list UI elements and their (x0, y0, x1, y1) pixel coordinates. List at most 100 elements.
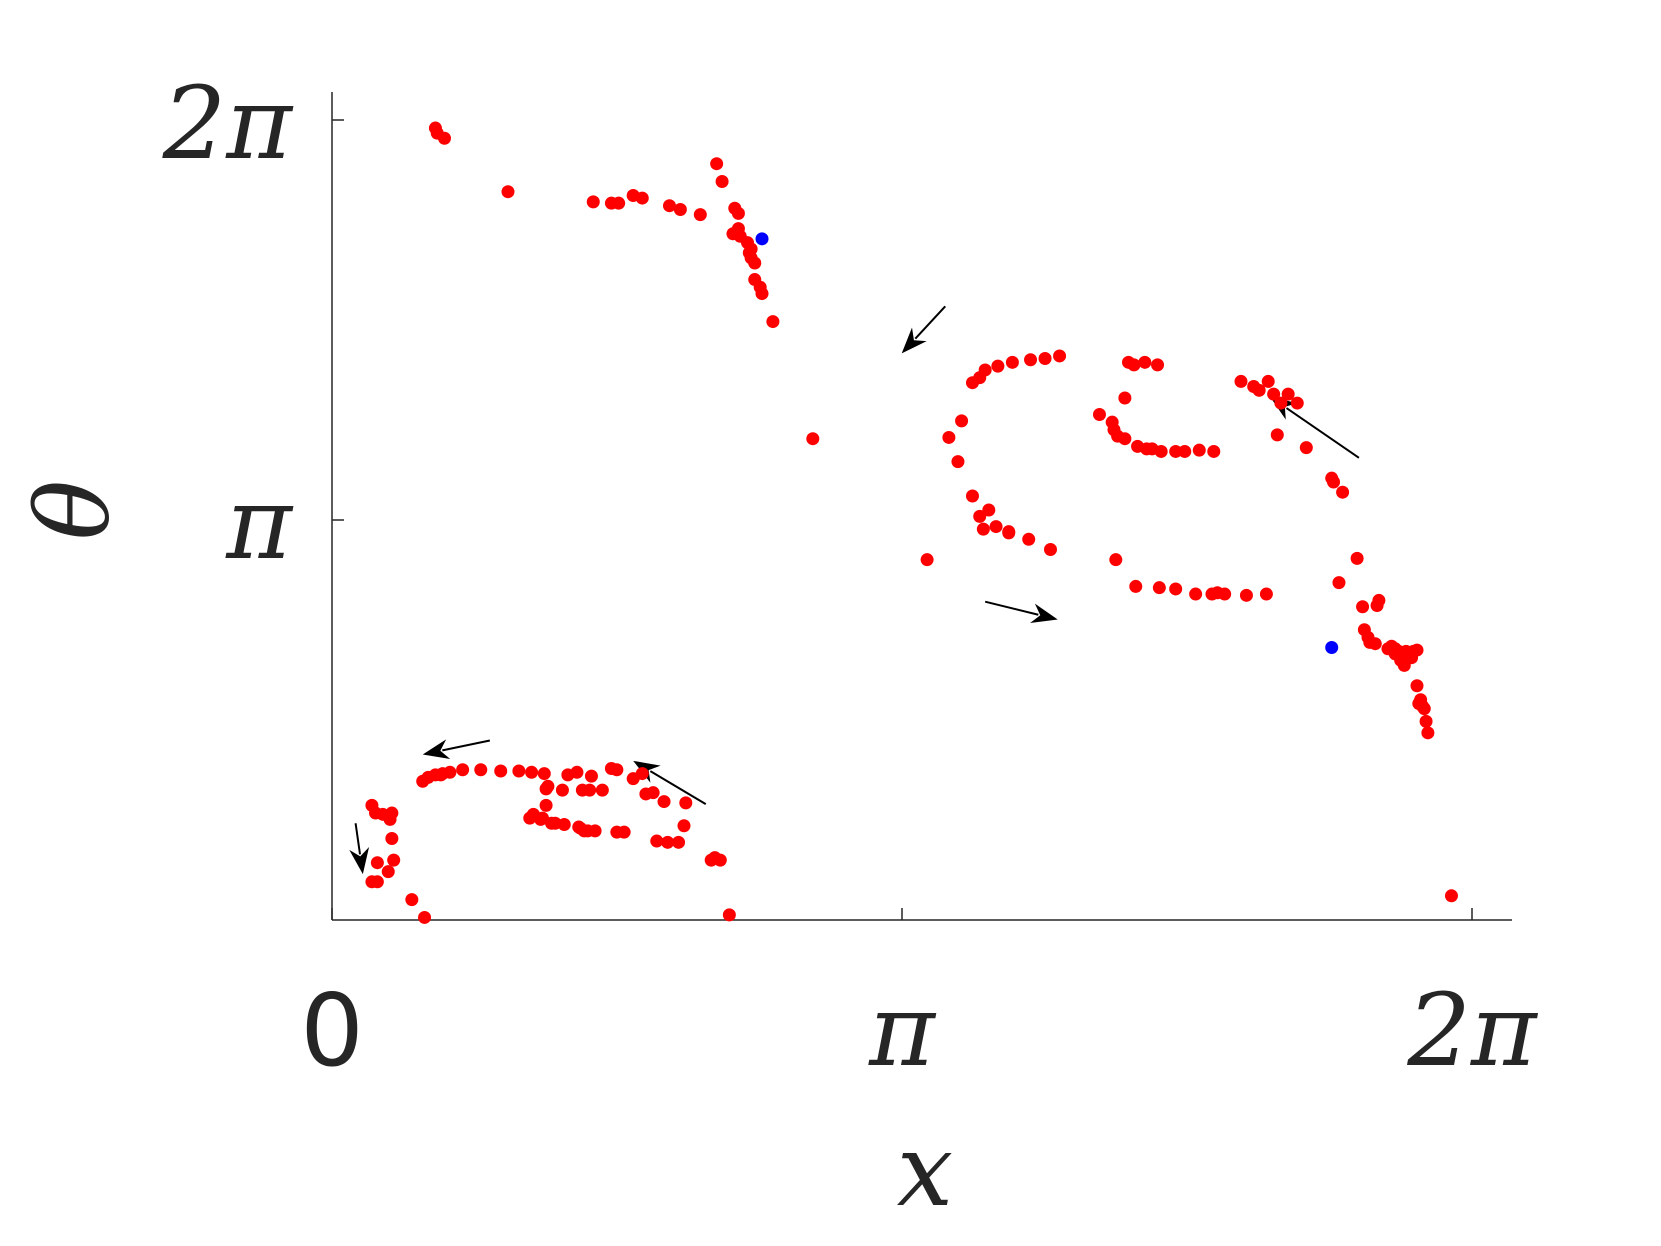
red-data-point (588, 824, 602, 838)
arrow-shaft (442, 739, 491, 752)
red-data-point (1259, 587, 1273, 601)
red-data-point (539, 798, 553, 812)
red-data-point (501, 185, 515, 199)
x-tick-label: π (868, 972, 937, 1089)
red-data-point (1192, 443, 1206, 457)
red-data-point (1444, 889, 1458, 903)
red-data-point (677, 819, 691, 833)
red-data-point (555, 783, 569, 797)
red-data-point (920, 553, 934, 567)
arrow-shaft (354, 823, 362, 855)
red-data-point (1410, 679, 1424, 693)
red-data-point (1336, 485, 1350, 499)
red-data-point (965, 489, 979, 503)
axis-labels: 0 π 2π π 2π x θ (15, 65, 1539, 1229)
red-data-point (1151, 358, 1165, 372)
red-data-point (672, 835, 686, 849)
red-data-point (1332, 576, 1346, 590)
red-data-point (1005, 355, 1019, 369)
red-data-point (456, 763, 470, 777)
arrow-shaft (1285, 407, 1360, 459)
red-data-point (537, 767, 551, 781)
x-axis-title: x (897, 1112, 953, 1229)
red-data-point (955, 414, 969, 428)
red-data-point (976, 522, 990, 536)
red-data-point (385, 832, 399, 846)
red-data-point (418, 910, 432, 924)
arrow-shaft (914, 305, 946, 340)
red-data-point (715, 175, 729, 189)
red-data-point (1002, 526, 1016, 540)
red-data-point (989, 520, 1003, 534)
red-data-point (1154, 444, 1168, 458)
axes (331, 92, 1512, 921)
red-data-point (577, 824, 591, 838)
red-data-point (1356, 600, 1370, 614)
red-data-point (1417, 702, 1431, 716)
red-data-point (595, 783, 609, 797)
red-data-point (1207, 444, 1221, 458)
red-data-point (1239, 588, 1253, 602)
red-data-point (1421, 726, 1435, 740)
red-data-point (512, 764, 526, 778)
red-data-point (405, 893, 419, 907)
red-data-point (1043, 542, 1057, 556)
red-data-point (1267, 387, 1281, 401)
arrow-head (1030, 603, 1058, 624)
red-data-point (1169, 582, 1183, 596)
red-data-point (657, 795, 671, 809)
y-tick-label: 2π (162, 65, 295, 182)
red-data-point (722, 908, 736, 922)
red-data-point (1419, 714, 1433, 728)
red-data-point (942, 430, 956, 444)
red-data-point (991, 359, 1005, 373)
red-data-point (1189, 587, 1203, 601)
red-data-point (584, 769, 598, 783)
red-data-point (1350, 551, 1364, 565)
red-data-point (1368, 637, 1382, 651)
red-data-point (617, 825, 631, 839)
red-data-point (755, 287, 769, 301)
red-data-point (662, 199, 676, 213)
red-data-point (1261, 374, 1275, 388)
red-data-point (583, 783, 597, 797)
red-data-point (474, 763, 488, 777)
red-data-point (1270, 428, 1284, 442)
red-data-point (1118, 432, 1132, 446)
red-data-point (693, 208, 707, 222)
red-data-point (1129, 579, 1143, 593)
red-data-point (1178, 444, 1192, 458)
red-data-point (1152, 581, 1166, 595)
arrow-head (422, 739, 451, 759)
red-data-point (679, 796, 693, 810)
red-data-point (570, 765, 584, 779)
red-data-point (1218, 587, 1232, 601)
blue-data-point (755, 232, 769, 246)
red-data-point (982, 503, 996, 517)
arrow-head (901, 327, 927, 354)
red-data-point (370, 875, 384, 889)
red-data-point (545, 816, 559, 830)
red-data-point (1327, 475, 1341, 489)
direction-arrow (422, 739, 491, 759)
red-data-point (713, 853, 727, 867)
red-data-point (646, 786, 660, 800)
red-data-point (1372, 593, 1386, 607)
red-data-point (494, 764, 508, 778)
red-data-point (742, 246, 756, 260)
red-data-point (525, 765, 539, 779)
red-data-point (710, 157, 724, 171)
red-data-point (1053, 349, 1067, 363)
red-data-point (387, 853, 401, 867)
direction-arrow (984, 600, 1058, 624)
red-data-point (1169, 444, 1183, 458)
red-data-point (673, 203, 687, 217)
red-data-point (1281, 387, 1295, 401)
arrow-head (349, 847, 370, 875)
red-data-point (1092, 408, 1106, 422)
y-tick-label: π (225, 465, 294, 582)
red-data-point (1234, 374, 1248, 388)
red-data-point (661, 835, 675, 849)
arrow-shaft (649, 770, 707, 805)
